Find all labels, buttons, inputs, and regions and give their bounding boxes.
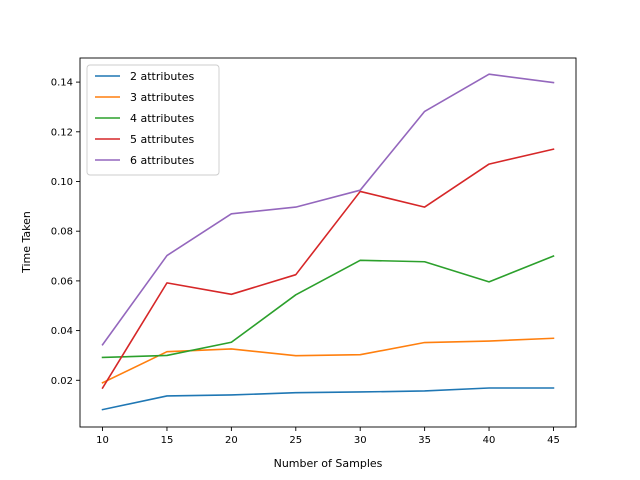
series-line-4-attributes [101, 254, 555, 359]
legend-label-6-attributes: 6 attributes [130, 154, 194, 167]
legend-label-2-attributes: 2 attributes [130, 70, 194, 83]
x-tick-label-40: 40 [483, 435, 496, 446]
y-tick-label-0.08: 0.08 [51, 227, 73, 238]
x-tick-label-30: 30 [354, 435, 367, 446]
x-tick-label-35: 35 [418, 435, 431, 446]
y-tick-label-0.12: 0.12 [51, 127, 73, 138]
x-tick-label-45: 45 [547, 435, 560, 446]
legend-label-4-attributes: 4 attributes [130, 112, 194, 125]
series-line-5-attributes [101, 148, 555, 390]
x-tick-label-25: 25 [289, 435, 302, 446]
x-tick-label-10: 10 [96, 435, 109, 446]
legend: 2 attributes 3 attributes 4 attributes 5 at… [86, 64, 220, 176]
series-line-2-attributes [101, 387, 555, 411]
axes-frame [79, 57, 577, 428]
y-tick-label-0.04: 0.04 [51, 326, 73, 337]
y-axis-label: Time Taken [20, 211, 33, 274]
legend-label-3-attributes: 3 attributes [130, 91, 194, 104]
legend-box [86, 64, 220, 176]
plot-area [79, 57, 577, 428]
y-tick-label-0.06: 0.06 [51, 276, 73, 287]
x-axis-label: Number of Samples [274, 457, 383, 470]
x-axis: 10 15 20 25 30 35 40 45 [96, 427, 560, 446]
y-tick-label-0.14: 0.14 [51, 78, 73, 89]
x-tick-label-15: 15 [161, 435, 174, 446]
series-line-3-attributes [101, 337, 555, 384]
y-tick-label-0.10: 0.10 [51, 177, 73, 188]
y-tick-label-0.02: 0.02 [51, 376, 73, 387]
y-axis: 0.02 0.04 0.06 0.08 0.10 0.12 0.14 [51, 78, 80, 387]
series-line-6-attributes [101, 73, 555, 346]
x-tick-label-20: 20 [225, 435, 238, 446]
legend-label-5-attributes: 5 attributes [130, 133, 194, 146]
